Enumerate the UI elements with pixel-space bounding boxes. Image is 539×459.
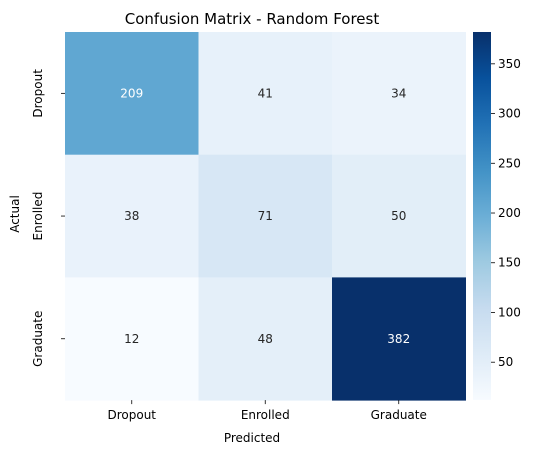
cell-value-label: 41 [258, 86, 273, 100]
heatmap-cell [65, 32, 199, 156]
colorbar-tick-label: 350 [498, 57, 521, 71]
colorbar-tick-label: 300 [498, 107, 521, 121]
y-axis-ticks: Dropout Enrolled Graduate [31, 69, 65, 367]
y-axis-label: Actual [8, 195, 22, 233]
heatmap-cell [65, 154, 199, 278]
heatmap-cell [65, 277, 199, 401]
x-tick-label: Graduate [371, 408, 427, 422]
colorbar-tick-label: 250 [498, 156, 521, 170]
colorbar-ticks: 50 100 150 200 250 300 350 [491, 57, 521, 369]
y-tick-label: Graduate [31, 311, 45, 367]
y-tick-label: Enrolled [31, 192, 45, 241]
x-tick-label: Dropout [107, 408, 156, 422]
colorbar-tick-label: 50 [498, 355, 513, 369]
heatmap-cell [198, 32, 333, 156]
heatmap-cell [332, 154, 466, 278]
heatmap-cell [332, 32, 466, 156]
heatmap-cell [332, 277, 466, 401]
cell-value-label: 209 [120, 86, 143, 100]
heatmap-cells: 209 41 34 38 71 50 12 48 382 [65, 32, 466, 401]
colorbar-tick-label: 200 [498, 206, 521, 220]
x-tick-label: Enrolled [241, 408, 290, 422]
y-tick-label: Dropout [31, 69, 45, 118]
cell-value-label: 34 [391, 86, 406, 100]
cell-value-label: 38 [124, 209, 139, 223]
cell-value-label: 12 [124, 332, 139, 346]
heatmap-cell [198, 154, 333, 278]
cell-value-label: 50 [391, 209, 406, 223]
colorbar-tick-label: 150 [498, 256, 521, 270]
cell-value-label: 48 [258, 332, 273, 346]
heatmap-cell [198, 277, 333, 401]
colorbar-tick-label: 100 [498, 305, 521, 319]
colorbar [473, 32, 491, 400]
chart-title: Confusion Matrix - Random Forest [125, 10, 380, 28]
cell-value-label: 71 [258, 209, 273, 223]
x-axis-label: Predicted [224, 431, 280, 445]
cell-value-label: 382 [387, 332, 410, 346]
x-axis-ticks: Dropout Enrolled Graduate [107, 400, 427, 422]
